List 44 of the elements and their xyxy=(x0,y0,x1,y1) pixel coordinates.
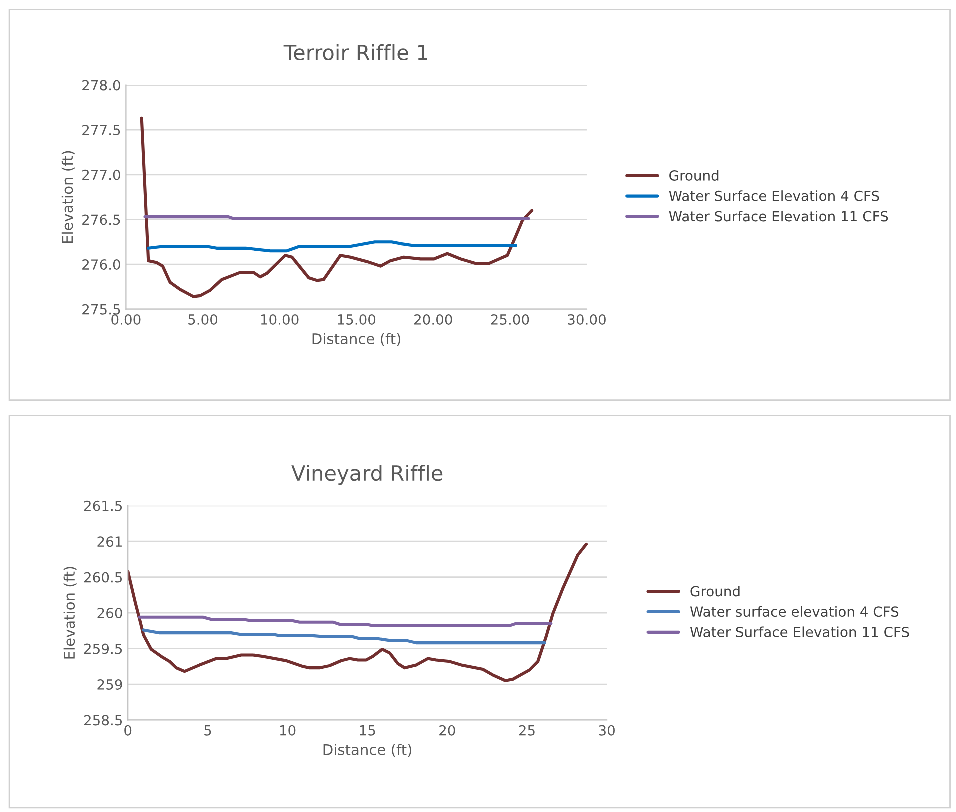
y-tick-label: 258.5 xyxy=(84,715,122,726)
chart-title: Terroir Riffle 1 xyxy=(284,44,428,61)
x-axis-title: Distance (ft) xyxy=(324,744,412,758)
x-tick-label: 20 xyxy=(440,725,456,736)
x-tick-label: 5.00 xyxy=(188,314,218,325)
y-tick-label: 261.5 xyxy=(84,500,122,512)
y-tick-label: 277.0 xyxy=(82,170,120,180)
x-tick-label: 20.00 xyxy=(414,314,452,325)
y-axis-title: Elevation (ft) xyxy=(62,151,75,244)
y-tick-label: 259.5 xyxy=(84,644,122,654)
legend-label: Ground xyxy=(690,586,740,597)
legend-label: Water surface elevation 4 CFS xyxy=(690,606,899,618)
x-axis-title: Distance (ft) xyxy=(312,333,401,346)
y-tick-label: 276.5 xyxy=(82,214,120,226)
y-tick-label: 276.0 xyxy=(82,260,120,270)
x-tick-label: 0 xyxy=(124,725,132,736)
legend-label: Water Surface Elevation 11 CFS xyxy=(669,210,888,222)
legend-label: Water Surface Elevation 11 CFS xyxy=(690,626,910,638)
x-tick-label: 10 xyxy=(280,725,296,736)
chart-title: Vineyard Riffle xyxy=(292,465,443,486)
x-tick-label: 10.00 xyxy=(261,314,299,325)
y-tick-label: 278.0 xyxy=(82,80,120,91)
y-axis-title: Elevation (ft) xyxy=(64,567,77,659)
line-series xyxy=(142,628,546,645)
y-tick-label: 259 xyxy=(98,679,122,690)
x-tick-label: 25 xyxy=(519,725,535,736)
x-tick-label: 25.00 xyxy=(491,314,530,325)
x-tick-label: 30.00 xyxy=(568,314,606,325)
line-series xyxy=(138,616,553,628)
x-tick-label: 5 xyxy=(204,726,212,736)
x-tick-label: 15 xyxy=(360,726,376,736)
legend-label: Water Surface Elevation 4 CFS xyxy=(669,190,880,202)
x-tick-label: 0.00 xyxy=(112,314,141,325)
y-tick-label: 275.5 xyxy=(82,304,120,315)
legend-label: Ground xyxy=(670,170,719,181)
line-series xyxy=(140,116,534,298)
line-series xyxy=(128,542,588,682)
line-series xyxy=(147,240,518,253)
y-tick-label: 261 xyxy=(98,536,122,548)
x-tick-label: 15.00 xyxy=(338,314,376,325)
y-tick-label: 260.5 xyxy=(84,572,122,583)
y-tick-label: 260 xyxy=(98,608,122,619)
x-tick-label: 30 xyxy=(599,725,615,736)
y-tick-label: 277.5 xyxy=(82,125,120,136)
